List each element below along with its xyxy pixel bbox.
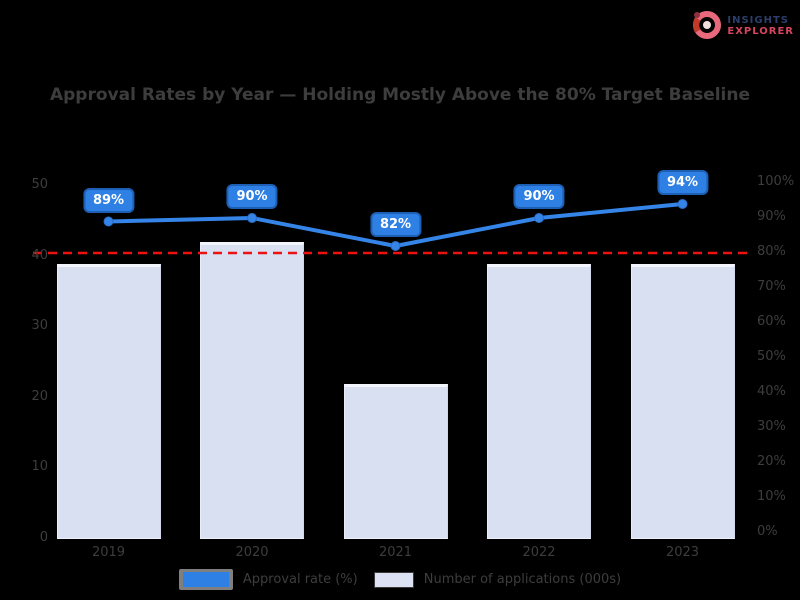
- y-axis-left-tick: 40: [31, 247, 48, 263]
- point-label-2022: 90%: [513, 184, 565, 209]
- y-axis-left-tick: 30: [31, 318, 48, 334]
- y-axis-left-tick: 0: [39, 530, 48, 545]
- data-point-marker: [534, 213, 544, 223]
- x-axis-label-2021: 2021: [378, 545, 413, 560]
- point-label-2023: 94%: [656, 170, 709, 195]
- y-axis-right-tick: 40%: [757, 384, 786, 399]
- legend-key-approval-rate[interactable]: [178, 569, 233, 590]
- y-axis-right-tick: 70%: [757, 279, 786, 294]
- x-axis-label-2019: 2019: [91, 545, 126, 560]
- brand-name-line2: EXPLORER: [727, 26, 794, 37]
- y-axis-left-tick: 10: [31, 459, 48, 475]
- legend-label-approval-rate: Approval rate (%): [242, 572, 358, 587]
- chart-title: Approval Rates by Year — Holding Mostly …: [49, 85, 751, 105]
- applications-swatch[interactable]: [373, 571, 414, 588]
- approval-rate-swatch: [182, 572, 229, 587]
- point-label-2019: 89%: [82, 187, 135, 213]
- y-axis-right-tick: 60%: [757, 314, 786, 329]
- data-point-marker: [677, 199, 688, 209]
- donut-globe-logo-icon: [690, 8, 722, 44]
- y-axis-right-tick: 30%: [757, 419, 786, 434]
- y-axis-right-tick: 20%: [757, 454, 786, 469]
- bar-2023: [630, 263, 735, 539]
- y-axis-right-tick: 90%: [757, 209, 786, 224]
- bar-2022: [487, 263, 591, 539]
- y-axis-right-tick: 0%: [757, 524, 778, 539]
- bar-2020: [200, 242, 304, 539]
- point-label-2021: 82%: [369, 212, 422, 237]
- brand-name-line1: INSIGHTS: [727, 14, 789, 26]
- x-axis-label-2023: 2023: [665, 545, 700, 560]
- legend: Approval rate (%) Number of applications…: [0, 569, 800, 590]
- y-axis-right-tick: 100%: [757, 174, 795, 189]
- y-axis-left-tick: 50: [31, 177, 48, 192]
- y-axis-left-tick: 20: [31, 388, 48, 404]
- data-point-marker: [103, 216, 114, 227]
- x-axis-label-2020: 2020: [235, 545, 269, 560]
- bar-2019: [56, 263, 161, 539]
- brand-logo-text: INSIGHTS EXPLORER: [727, 15, 794, 38]
- data-point-marker: [247, 213, 257, 223]
- x-axis-label-2022: 2022: [522, 545, 556, 560]
- data-point-marker: [390, 241, 401, 251]
- bar-2021: [343, 383, 448, 539]
- y-axis-right-tick: 80%: [757, 244, 786, 259]
- legend-label-applications: Number of applications (000s): [423, 572, 622, 587]
- point-label-2020: 90%: [226, 184, 278, 209]
- y-axis-right-tick: 50%: [757, 349, 786, 364]
- y-axis-right-tick: 10%: [757, 489, 786, 504]
- brand-logo: INSIGHTS EXPLORER: [690, 8, 794, 44]
